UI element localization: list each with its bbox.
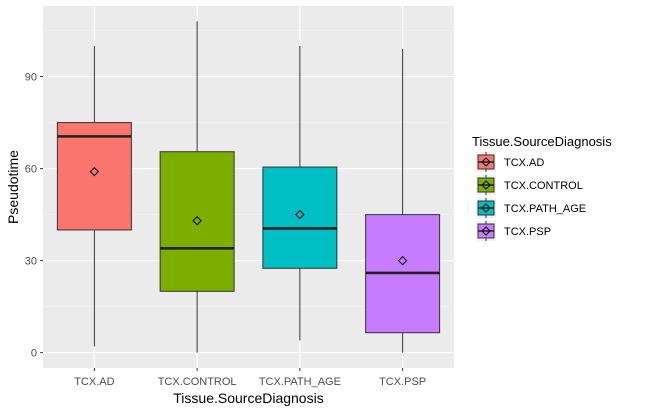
mean-marker — [397, 255, 408, 266]
mean-marker — [295, 209, 305, 220]
legend: Tissue.SourceDiagnosis TCX.AD TCX.CONTROL… — [472, 134, 612, 241]
box-group-TCX.PATH_AGE — [262, 45, 338, 341]
y-tick-label: 30 — [25, 256, 37, 268]
legend-key-mean — [481, 180, 491, 190]
box-group-TCX.PSP — [365, 48, 441, 353]
legend-item-TCX.PATH_AGE: TCX.PATH_AGE — [476, 198, 586, 218]
y-tick-label: 90 — [25, 72, 37, 84]
box-group-TCX.CONTROL — [159, 21, 235, 353]
mean-marker — [192, 216, 202, 226]
legend-item-TCX.PSP: TCX.PSP — [476, 221, 551, 241]
legend-title: Tissue.SourceDiagnosis — [472, 134, 612, 149]
x-axis: TCX.AD TCX.CONTROL TCX.PATH_AGE TCX.PSP — [74, 368, 426, 388]
box-iqr — [159, 151, 235, 292]
legend-item-TCX.AD: TCX.AD — [476, 152, 544, 172]
box-group-TCX.AD — [56, 45, 132, 347]
box-iqr — [262, 166, 338, 269]
y-tick-label: 60 — [25, 164, 37, 176]
boxes — [56, 21, 441, 353]
x-axis-title: Tissue.SourceDiagnosis — [173, 390, 323, 406]
legend-key-mean — [481, 203, 491, 213]
y-axis-title: Pseudotime — [5, 150, 21, 224]
legend-label: TCX.PSP — [504, 226, 551, 238]
x-tick-label: TCX.CONTROL — [158, 376, 237, 388]
legend-key-mean — [481, 157, 491, 167]
y-axis: 0 30 60 90 — [25, 72, 43, 360]
y-tick-label: 0 — [31, 348, 37, 360]
legend-label: TCX.CONTROL — [504, 180, 583, 192]
legend-label: TCX.AD — [504, 157, 544, 169]
legend-key-mean — [481, 226, 491, 236]
x-tick-label: TCX.PATH_AGE — [259, 376, 341, 388]
x-tick-label: TCX.PSP — [379, 376, 426, 388]
x-tick-label: TCX.AD — [74, 376, 114, 388]
legend-item-TCX.CONTROL: TCX.CONTROL — [476, 175, 583, 195]
legend-label: TCX.PATH_AGE — [504, 203, 586, 215]
mean-marker — [89, 166, 100, 177]
